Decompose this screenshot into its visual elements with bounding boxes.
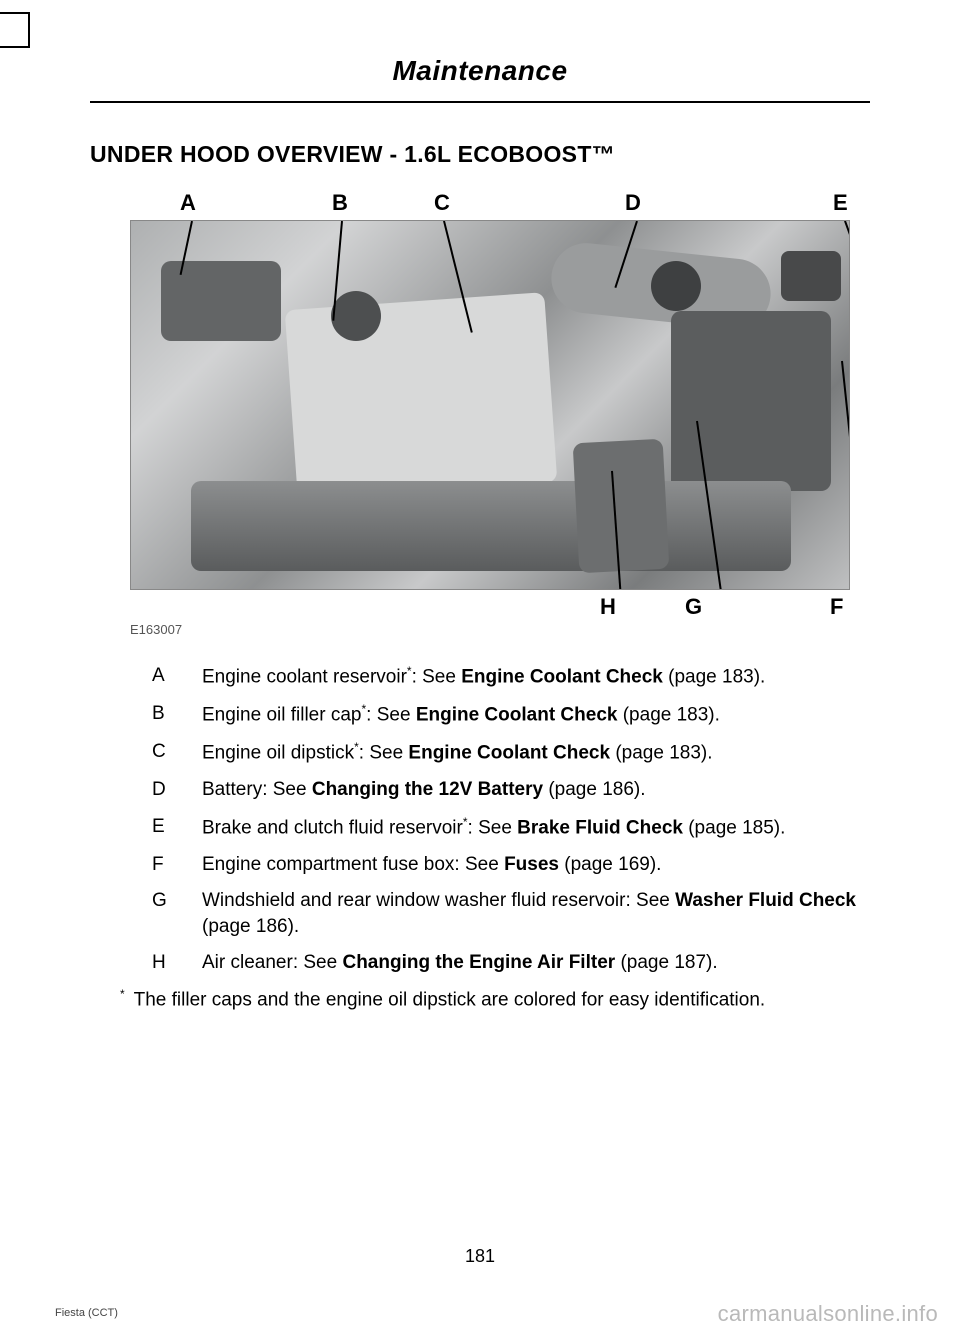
- diagram-label-F: F: [830, 594, 843, 620]
- legend-letter: D: [152, 777, 202, 803]
- legend-text: Engine compartment fuse box: See Fuses (…: [202, 852, 870, 878]
- legend-text: Engine oil filler cap*: See Engine Coola…: [202, 701, 870, 728]
- legend-letter: A: [152, 663, 202, 690]
- diagram-label-B: B: [332, 190, 348, 216]
- legend-row-E: EBrake and clutch fluid reservoir*: See …: [152, 814, 870, 841]
- page-number: 181: [0, 1246, 960, 1267]
- engine-photo: [130, 220, 850, 590]
- legend-text: Battery: See Changing the 12V Battery (p…: [202, 777, 870, 803]
- legend-text: Engine oil dipstick*: See Engine Coolant…: [202, 739, 870, 766]
- diagram-label-G: G: [685, 594, 702, 620]
- legend-text: Air cleaner: See Changing the Engine Air…: [202, 950, 870, 976]
- diagram-label-H: H: [600, 594, 616, 620]
- diagram-label-A: A: [180, 190, 196, 216]
- page-content: Maintenance UNDER HOOD OVERVIEW - 1.6L E…: [0, 0, 960, 1011]
- diagram-code: E163007: [130, 622, 870, 637]
- footer-model: Fiesta (CCT): [55, 1307, 118, 1319]
- legend-text: Windshield and rear window washer fluid …: [202, 888, 870, 939]
- footnote-marker: *: [120, 987, 125, 1001]
- legend-row-A: AEngine coolant reservoir*: See Engine C…: [152, 663, 870, 690]
- legend-row-B: BEngine oil filler cap*: See Engine Cool…: [152, 701, 870, 728]
- engine-diagram: A B C D E H G F: [130, 190, 850, 620]
- diagram-label-C: C: [434, 190, 450, 216]
- diagram-label-E: E: [833, 190, 848, 216]
- chapter-title: Maintenance: [90, 55, 870, 103]
- legend-row-G: GWindshield and rear window washer fluid…: [152, 888, 870, 939]
- legend-row-C: CEngine oil dipstick*: See Engine Coolan…: [152, 739, 870, 766]
- diagram-bottom-labels: HGF: [130, 590, 850, 620]
- legend-letter: E: [152, 814, 202, 841]
- legend-letter: H: [152, 950, 202, 976]
- diagram-top-labels: A B C D E: [130, 190, 850, 220]
- legend-letter: G: [152, 888, 202, 939]
- section-title: UNDER HOOD OVERVIEW - 1.6L ECOBOOST™: [90, 141, 870, 168]
- footnote-text: The filler caps and the engine oil dipst…: [129, 989, 766, 1010]
- legend-letter: C: [152, 739, 202, 766]
- legend-text: Engine coolant reservoir*: See Engine Co…: [202, 663, 870, 690]
- legend-text: Brake and clutch fluid reservoir*: See B…: [202, 814, 870, 841]
- watermark: carmanualsonline.info: [718, 1301, 938, 1327]
- page-corner-mark: [0, 12, 30, 48]
- legend-list: AEngine coolant reservoir*: See Engine C…: [90, 663, 870, 976]
- legend-row-F: FEngine compartment fuse box: See Fuses …: [152, 852, 870, 878]
- footnote: * The filler caps and the engine oil dip…: [90, 987, 870, 1011]
- legend-row-D: DBattery: See Changing the 12V Battery (…: [152, 777, 870, 803]
- diagram-label-D: D: [625, 190, 641, 216]
- legend-letter: B: [152, 701, 202, 728]
- legend-letter: F: [152, 852, 202, 878]
- legend-row-H: HAir cleaner: See Changing the Engine Ai…: [152, 950, 870, 976]
